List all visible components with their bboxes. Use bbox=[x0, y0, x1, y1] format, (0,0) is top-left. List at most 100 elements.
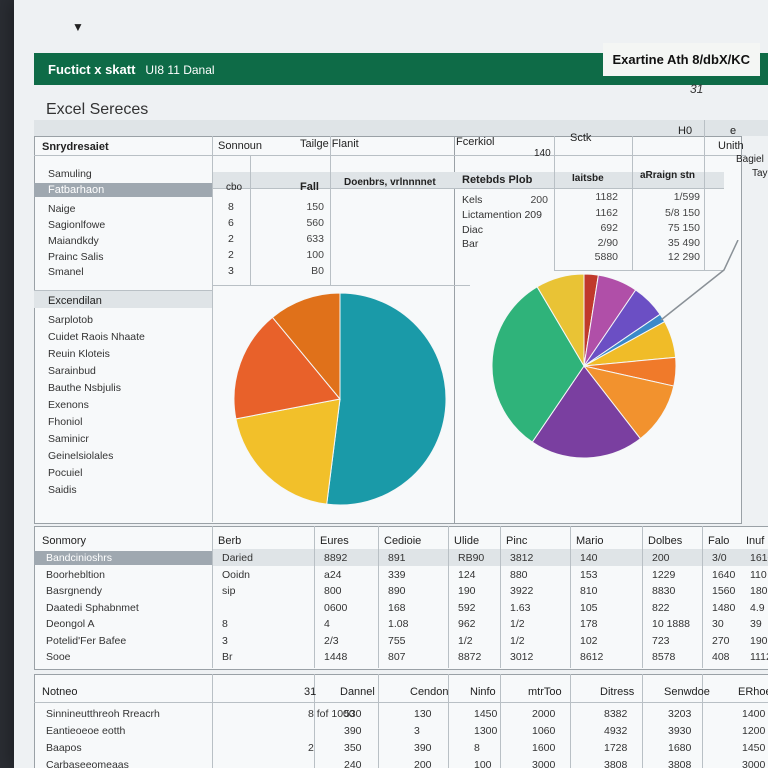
pie-slice[interactable] bbox=[491, 286, 585, 443]
subheader-6[interactable]: Iaitsbe bbox=[572, 173, 604, 184]
table2-cell[interactable]: 200 bbox=[414, 759, 432, 768]
table2-header[interactable]: Cendon bbox=[410, 686, 449, 698]
table1-cell[interactable]: a24 bbox=[324, 568, 342, 581]
list2-item[interactable]: Cuidet Raois Nhaate bbox=[48, 331, 145, 343]
table1-cell[interactable]: 891 bbox=[388, 552, 406, 564]
table2-cell[interactable]: 3000 bbox=[742, 759, 766, 768]
table2-header[interactable]: Dannel bbox=[340, 686, 375, 698]
table1-cell[interactable]: 890 bbox=[388, 585, 406, 597]
table1-cell[interactable]: Br bbox=[222, 651, 233, 663]
table1-cell[interactable]: 822 bbox=[652, 601, 670, 614]
table1-cell[interactable]: 105 bbox=[580, 601, 598, 614]
col-header-5[interactable]: Sctk bbox=[570, 132, 592, 144]
table1-cell[interactable]: 4.9 bbox=[750, 601, 765, 614]
table2-header[interactable]: ERhoe bbox=[738, 686, 768, 698]
left-list-item[interactable]: Maiandkdy bbox=[48, 235, 99, 247]
table1-cell[interactable]: 270 bbox=[712, 634, 730, 647]
table1-cell[interactable]: 962 bbox=[458, 618, 476, 630]
mid-list-item[interactable]: Bar bbox=[462, 238, 479, 250]
table2-cell[interactable]: 1680 bbox=[668, 742, 692, 754]
table1-row-label[interactable]: Potelid'Fer Bafee bbox=[46, 634, 127, 647]
table1-cell[interactable]: 4 bbox=[324, 618, 330, 630]
table1-cell[interactable]: 592 bbox=[458, 601, 476, 614]
table2-cell[interactable]: 4932 bbox=[604, 725, 628, 737]
table2-header[interactable]: 31 bbox=[304, 686, 317, 698]
table1-cell[interactable]: 810 bbox=[580, 585, 598, 597]
table2-row-label[interactable]: Carbaseeomeaas bbox=[46, 759, 129, 768]
col-header-3[interactable]: Tailge Flanit bbox=[300, 138, 359, 150]
pie-slice[interactable] bbox=[235, 398, 341, 505]
list2-item[interactable]: Fhoniol bbox=[48, 416, 83, 428]
table2-cell[interactable]: 3808 bbox=[604, 759, 628, 768]
subheader-7[interactable]: aRraign stn bbox=[640, 170, 696, 181]
table1-row-label[interactable]: Basrgnendy bbox=[46, 585, 103, 597]
table1-row-label[interactable]: Sooe bbox=[46, 651, 71, 663]
table1-cell[interactable]: 140 bbox=[580, 552, 598, 564]
left-list-item[interactable]: Prainc Salis bbox=[48, 251, 104, 263]
table2-cell[interactable]: 3203 bbox=[668, 708, 692, 720]
table2-cell[interactable]: 1450 bbox=[474, 708, 498, 720]
mid-list-item[interactable]: Lictamention 209 bbox=[462, 209, 542, 221]
list2-item[interactable]: Saminicr bbox=[48, 433, 89, 445]
table2-cell[interactable]: 1728 bbox=[604, 742, 628, 754]
table1-cell[interactable]: 1.63 bbox=[510, 601, 531, 614]
table2-cell[interactable]: 3808 bbox=[668, 759, 692, 768]
table2-cell[interactable]: 8 bbox=[474, 742, 480, 754]
subheader-2[interactable]: cbo bbox=[226, 182, 243, 193]
table1-cell[interactable]: 102 bbox=[580, 634, 598, 647]
table1-cell[interactable]: 3812 bbox=[510, 552, 534, 564]
table1-cell[interactable]: 153 bbox=[580, 568, 598, 581]
left-list-item[interactable]: Samuling bbox=[48, 168, 92, 180]
list2-item[interactable]: Sarainbud bbox=[48, 365, 96, 377]
table2-cell[interactable]: 3000 bbox=[532, 759, 556, 768]
table1-cell[interactable]: 807 bbox=[388, 651, 406, 663]
table2-cell[interactable]: 1060 bbox=[532, 725, 556, 737]
table1-cell[interactable]: 1560 bbox=[712, 585, 736, 597]
table2-cell[interactable]: 240 bbox=[344, 759, 362, 768]
table2-cell[interactable]: 2000 bbox=[532, 708, 556, 720]
table1-cell[interactable]: 200 bbox=[652, 552, 670, 564]
table2-cell[interactable]: 100 bbox=[474, 759, 492, 768]
table1-header[interactable]: Dolbes bbox=[648, 535, 683, 547]
table1-header[interactable]: Pinc bbox=[506, 535, 528, 547]
list2-item[interactable]: Bauthe Nsbjulis bbox=[48, 382, 121, 394]
table1-header[interactable]: Falo bbox=[708, 535, 730, 547]
table1-cell[interactable]: 180 bbox=[750, 585, 768, 597]
table1-cell[interactable]: 3012 bbox=[510, 651, 534, 663]
table1-cell[interactable]: 10 1888 bbox=[652, 618, 690, 630]
table2-cell[interactable]: 130 bbox=[414, 708, 432, 720]
table1-cell[interactable]: 1480 bbox=[712, 601, 736, 614]
table1-row-label[interactable]: Bandcinioshrs bbox=[46, 552, 112, 564]
table1-cell[interactable]: 8578 bbox=[652, 651, 676, 663]
table1-cell[interactable]: 190 bbox=[750, 634, 768, 647]
table2-row-label[interactable]: Baapos bbox=[46, 742, 82, 754]
list2-item[interactable]: Pocuiel bbox=[48, 467, 83, 479]
table1-cell[interactable]: 3922 bbox=[510, 585, 534, 597]
table1-cell[interactable]: 2/3 bbox=[324, 634, 339, 647]
ribbon-tab-right[interactable]: Exartine Ath 8/dbX/KC bbox=[602, 43, 760, 76]
table2-cell[interactable]: 530 bbox=[344, 708, 362, 720]
table1-header[interactable]: Berb bbox=[218, 535, 242, 547]
pie-slice[interactable] bbox=[233, 316, 341, 420]
left-list-item[interactable]: Smanel bbox=[48, 266, 84, 278]
table1-row-label[interactable]: Deongol A bbox=[46, 618, 95, 630]
subheader-4[interactable]: Doenbrs, vrlnnnnet bbox=[344, 177, 436, 188]
table2-cell[interactable]: 350 bbox=[344, 742, 362, 754]
table1-cell[interactable]: 168 bbox=[388, 601, 406, 614]
table1-cell[interactable]: 800 bbox=[324, 585, 342, 597]
mid-list-item[interactable]: Diac bbox=[462, 224, 484, 236]
table1-cell[interactable]: RB90 bbox=[458, 552, 485, 564]
table1-cell[interactable]: 339 bbox=[388, 568, 406, 581]
table1-cell[interactable]: 124 bbox=[458, 568, 476, 581]
table1-cell[interactable]: 178 bbox=[580, 618, 598, 630]
table1-cell[interactable]: 8830 bbox=[652, 585, 676, 597]
table1-cell[interactable]: 8 bbox=[222, 618, 228, 630]
table1-cell[interactable]: 1/2 bbox=[510, 634, 525, 647]
list2-item[interactable]: Sarplotob bbox=[48, 314, 93, 326]
table1-cell[interactable]: 1112 bbox=[750, 651, 768, 663]
table1-cell[interactable]: Daried bbox=[222, 552, 253, 564]
table2-cell[interactable]: 1600 bbox=[532, 742, 556, 754]
table1-cell[interactable]: 110 bbox=[750, 568, 767, 581]
table2-header[interactable]: Ninfo bbox=[470, 686, 496, 698]
table1-cell[interactable]: 1229 bbox=[652, 568, 676, 581]
